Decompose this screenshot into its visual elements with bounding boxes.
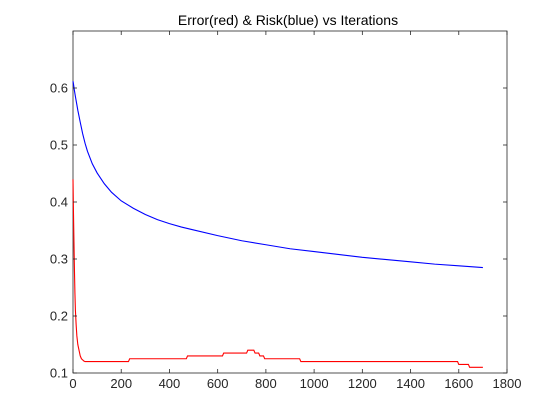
x-tick-label: 1600 <box>444 376 473 391</box>
x-tick-label: 200 <box>110 376 132 391</box>
series-line-2 <box>72 179 483 368</box>
series-line-1 <box>72 81 483 269</box>
y-tick-label: 0.3 <box>50 252 68 267</box>
axes-box <box>72 30 508 374</box>
x-tick-label: 1000 <box>300 376 329 391</box>
x-tick-label: 0 <box>69 376 76 391</box>
plot-area: 0 200 400 600 800 1000 1200 1400 1600 1800 0.1 0.2 0… <box>50 30 522 391</box>
x-tick-label: 400 <box>159 376 181 391</box>
chart-title: Error(red) & Risk(blue) vs Iterations <box>178 12 398 28</box>
x-tick-label: 1400 <box>396 376 425 391</box>
y-tick-label: 0.6 <box>50 81 68 96</box>
y-tick-label: 0.2 <box>50 309 68 324</box>
x-tick-label: 800 <box>255 376 277 391</box>
y-tick-label: 0.1 <box>50 366 68 381</box>
x-tick-label: 600 <box>207 376 229 391</box>
x-tick-label: 1200 <box>348 376 377 391</box>
y-tick-label: 0.5 <box>50 138 68 153</box>
y-tick-label: 0.4 <box>50 195 68 210</box>
x-tick-label: 1800 <box>493 376 522 391</box>
